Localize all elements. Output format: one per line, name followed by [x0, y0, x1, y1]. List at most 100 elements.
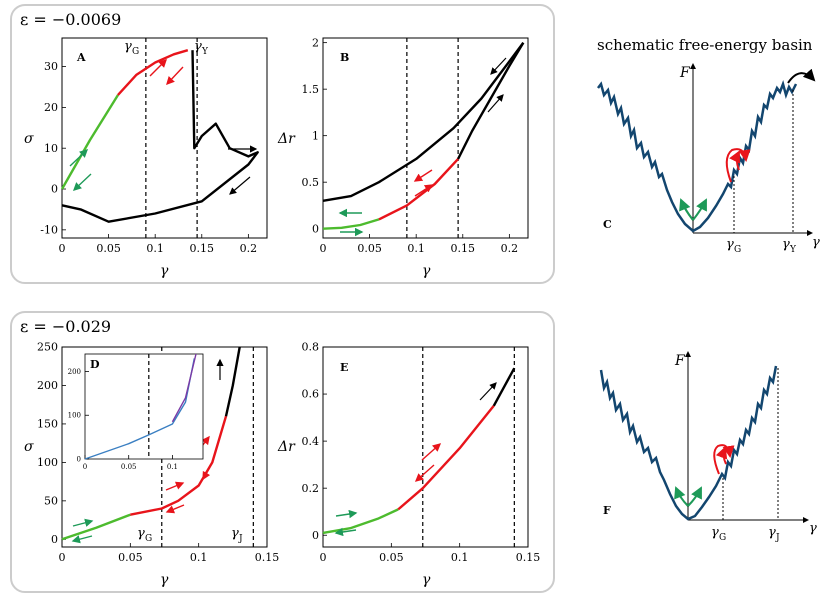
panel-b-label: B — [340, 51, 349, 64]
bottom-row-box — [10, 311, 555, 593]
panel-b-ytick-label: 2 — [312, 36, 319, 49]
top-epsilon-label: ε = −0.0069 — [20, 10, 121, 29]
panel-c-gamma-g-main: γ — [726, 237, 734, 252]
panel-a-frame — [61, 37, 268, 239]
panel-f-x-axis-label: γ — [809, 521, 817, 536]
panel-g-gamma-g-label: γ G — [137, 526, 152, 544]
panel-e-xlabel: γ — [422, 572, 431, 588]
panel-g-xlabel: γ — [160, 572, 169, 588]
panel-g-gamma-j-main: γ — [231, 526, 239, 541]
panel-g-gamma-g-sub: G — [145, 534, 152, 544]
panel-c-red-arrow — [725, 148, 751, 183]
panel-a-xtick-label: 0.05 — [96, 242, 121, 255]
panel-b-arrow-red-down — [413, 169, 433, 182]
panel-b-ytick-label: 0 — [312, 222, 319, 235]
panel-b-arrow-red-up — [414, 184, 434, 197]
panel-g-series-black — [224, 346, 241, 417]
panel-b-series-green — [322, 218, 380, 230]
panel-g-ylabel: σ — [24, 439, 34, 455]
panel-f-green-arrow-right — [687, 486, 702, 507]
panel-f-f-label: F — [674, 353, 686, 369]
panel-g-gamma-g-main: γ — [137, 526, 145, 541]
panel-e-ytick-label: 0.2 — [302, 482, 320, 495]
panel-f-gamma-g-main: γ — [711, 525, 719, 540]
panel-a-ytick-label: 10 — [44, 142, 58, 155]
panel-a-arrow-red-up — [149, 59, 167, 77]
panel-f-basin-curve — [599, 365, 778, 521]
panel-a-gamma-y-sub: Y — [201, 47, 209, 57]
panel-a-arrow-black-down — [229, 176, 251, 195]
panel-c-f-label: F — [679, 65, 691, 81]
panel-b-xtick-label: 0.15 — [451, 242, 476, 255]
panel-g-ytick-label: 150 — [37, 418, 58, 431]
panel-b-series-red — [378, 158, 459, 221]
panel-b-series-black-down — [322, 41, 525, 202]
panel-e-ytick-label: 0.8 — [302, 341, 320, 354]
panel-b: 0 0.05 0.1 0.15 0.2 0 0.5 1 1.5 2 B γ Δr — [277, 36, 529, 279]
panel-a-xtick-label: 0.15 — [190, 242, 215, 255]
panel-a-gamma-y-main: γ — [194, 39, 202, 54]
panel-c-red-arrow-2 — [729, 150, 740, 171]
panel-d-series-blue — [84, 358, 195, 460]
panel-f-red-arrow-2 — [715, 446, 728, 465]
panel-d-ytick-label: 100 — [68, 412, 81, 420]
panel-e-arrow-red-down — [414, 464, 435, 482]
panel-a-xtick-label: 0 — [59, 242, 66, 255]
panel-g-xtick-label: 0.1 — [190, 551, 208, 564]
panel-g-xtick-label: 0.05 — [118, 551, 143, 564]
panel-a-arrow-green-up — [69, 149, 89, 167]
bottom-epsilon-label: ε = −0.029 — [20, 317, 111, 336]
top-row-box — [10, 4, 555, 284]
panel-e-ytick-label: 0 — [312, 529, 319, 542]
panel-a-gamma-g-main: γ — [124, 39, 132, 54]
panel-a-vline-label-gamma-g: γ G — [124, 39, 139, 57]
panel-d-series-purple — [171, 353, 197, 423]
panel-b-xlabel: γ — [422, 263, 431, 279]
panel-e-arrow-red-up — [421, 443, 442, 461]
panel-f-gamma-j-sub: J — [775, 533, 780, 543]
panel-g-arrow-red-2 — [202, 466, 211, 481]
panel-e-arrow-green-left — [334, 527, 357, 537]
panel-g-gamma-j-label: γ J — [231, 526, 243, 544]
panel-d-inset: 0 0.05 0.1 0 100 200 D — [68, 353, 204, 471]
panel-a-series-red — [117, 49, 189, 96]
panel-a-xtick-label: 0.1 — [146, 242, 164, 255]
panel-c-label: C — [603, 218, 612, 231]
panel-c-gamma-g-sub: G — [734, 245, 741, 255]
panel-e-ytick-label: 0.6 — [302, 388, 320, 401]
panel-g-series-red — [130, 415, 228, 516]
panel-b-xtick-label: 0 — [320, 242, 327, 255]
panel-b-xtick-label: 0.2 — [501, 242, 519, 255]
panel-c-gamma-y-sub: Y — [789, 245, 797, 255]
panel-d-ytick-label: 200 — [68, 368, 81, 376]
panel-d-label: D — [90, 358, 100, 371]
panel-b-frame — [322, 37, 529, 239]
panel-a-ytick-label: 30 — [44, 60, 58, 73]
panel-e: 0 0.05 0.1 0.15 0 0.2 0.4 0.6 0.8 E γ Δr — [277, 341, 540, 588]
panel-e-arrow-green-right — [335, 509, 358, 519]
panel-f-label: F — [603, 504, 611, 517]
schematic-title: schematic free-energy basin — [597, 36, 813, 54]
panel-e-series-black — [492, 367, 516, 407]
panel-c-schematic: F γ γ G γ Y C — [597, 63, 820, 255]
panel-g-xtick-label: 0 — [59, 551, 66, 564]
panel-a-ytick-label: -10 — [40, 224, 58, 237]
panel-a-gamma-g-sub: G — [132, 47, 139, 57]
panel-e-xtick-label: 0.15 — [516, 551, 541, 564]
panel-e-frame — [322, 346, 529, 548]
panel-f-gamma-g-sub: G — [719, 533, 726, 543]
panel-b-ytick-label: 1 — [312, 129, 319, 142]
panel-a-series-green — [60, 94, 119, 190]
panel-g-arrow-green-right — [72, 518, 94, 527]
panel-a-ytick-label: 20 — [44, 101, 58, 114]
panel-e-series-green — [322, 508, 399, 535]
panel-a-ylabel: σ — [24, 131, 34, 147]
panel-b-ytick-label: 0.5 — [302, 176, 320, 189]
panel-g-ytick-label: 250 — [37, 341, 58, 354]
panel-f-green-arrow-left — [674, 486, 689, 507]
panel-c-x-axis-label: γ — [812, 235, 820, 250]
panel-c-basin-curve — [597, 79, 798, 233]
panel-a-xtick-label: 0.2 — [240, 242, 258, 255]
